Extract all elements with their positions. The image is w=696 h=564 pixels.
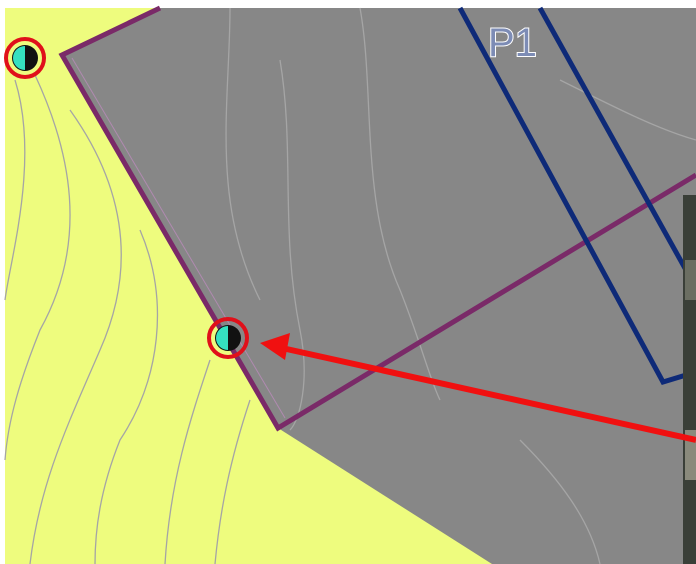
parcel-label: P1 (488, 21, 537, 65)
photo-inset (683, 195, 696, 564)
map-view: P1 (0, 0, 696, 564)
photo-detail (685, 260, 696, 300)
